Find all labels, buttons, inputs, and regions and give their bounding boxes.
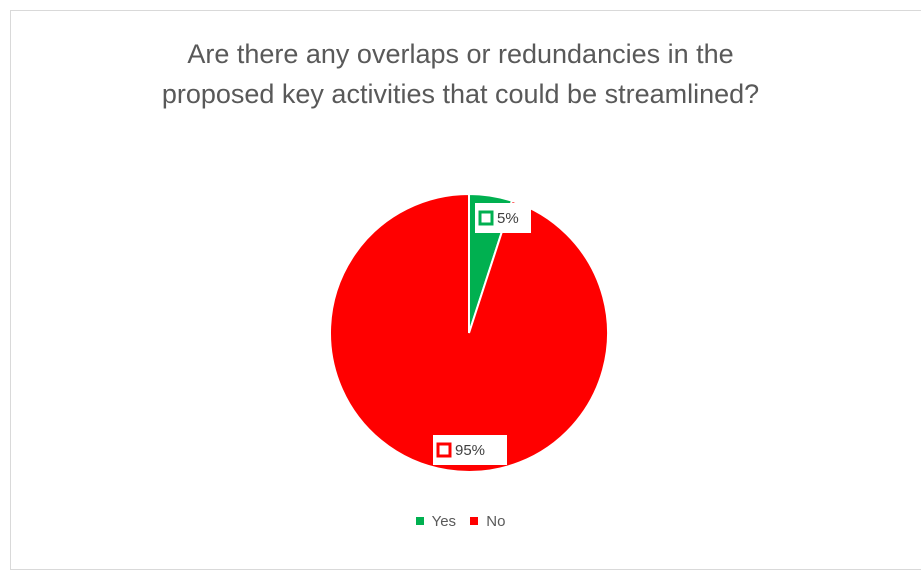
chart-title: Are there any overlaps or redundancies i… [0,34,921,114]
data-label-text: 5% [497,210,519,227]
legend-label-no: No [486,512,506,530]
chart-legend: Yes No [0,512,921,530]
data-label-yes: 5% [475,203,531,233]
legend-swatch-no [470,517,479,525]
chart-title-line-2: proposed key activities that could be st… [161,79,760,109]
data-label-no: 95% [433,435,507,465]
pie-chart: 5% 95% [329,192,609,473]
legend-label-yes: Yes [431,512,457,530]
chart-title-line-1: Are there any overlaps or redundancies i… [187,39,734,69]
data-label-text: 95% [455,442,485,459]
pie-slice-no [329,192,609,473]
legend-item-yes: Yes [415,512,457,530]
legend-item-no: No [470,513,505,530]
data-label-marker [478,210,494,226]
data-label-marker [436,442,452,458]
legend-swatch-yes [415,517,424,525]
